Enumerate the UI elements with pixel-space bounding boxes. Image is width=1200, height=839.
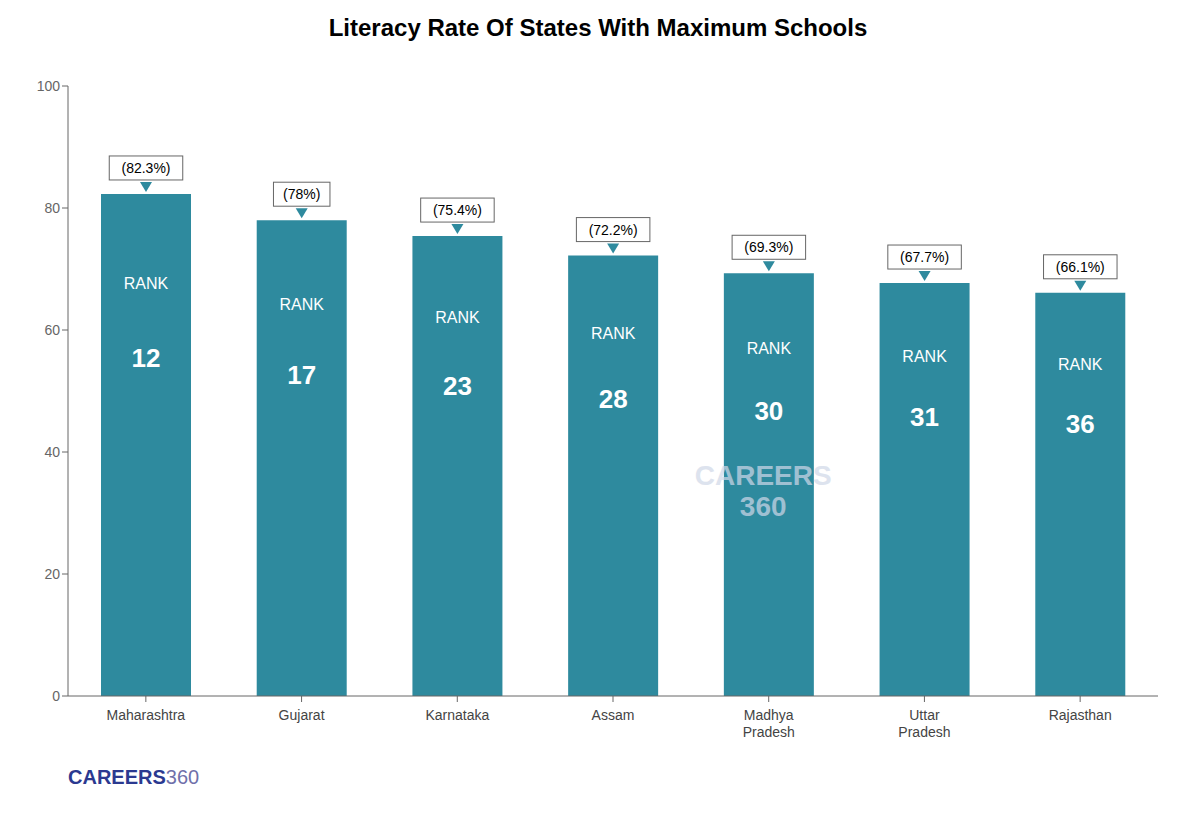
html-text:CAREERS 360: CAREERS 360	[68, 766, 200, 788]
svg-text:MadhyaPradesh: MadhyaPradesh	[743, 707, 795, 740]
svg-text:RANK: RANK	[435, 309, 480, 326]
svg-text:(72.2%): (72.2%)	[589, 222, 638, 238]
svg-text:RANK: RANK	[1058, 356, 1103, 373]
svg-text:(75.4%): (75.4%)	[433, 202, 482, 218]
svg-text:(66.1%): (66.1%)	[1056, 259, 1105, 275]
html-text:Literacy Rate Of States With M: Literacy Rate Of States With Maximum Sch…	[328, 14, 868, 41]
svg-text:(67.7%): (67.7%)	[900, 249, 949, 265]
svg-text:Karnataka: Karnataka	[425, 707, 489, 723]
svg-text:12: 12	[132, 343, 161, 373]
svg-text:60: 60	[44, 322, 60, 338]
svg-text:RANK: RANK	[591, 325, 636, 342]
svg-text:UttarPradesh: UttarPradesh	[898, 707, 950, 740]
html-text:CAREERS 360: CAREERS 360	[694, 460, 832, 523]
svg-text:RANK: RANK	[902, 348, 947, 365]
svg-text:RANK: RANK	[747, 340, 792, 357]
svg-text:(69.3%): (69.3%)	[744, 239, 793, 255]
svg-text:0: 0	[52, 688, 60, 704]
svg-text:Assam: Assam	[592, 707, 635, 723]
svg-text:30: 30	[754, 396, 783, 426]
svg-text:17: 17	[287, 360, 316, 390]
svg-text:28: 28	[599, 384, 628, 414]
svg-text:(78%): (78%)	[283, 186, 320, 202]
svg-text:31: 31	[910, 402, 939, 432]
svg-text:Maharashtra: Maharashtra	[107, 707, 186, 723]
svg-text:RANK: RANK	[279, 296, 324, 313]
svg-text:40: 40	[44, 444, 60, 460]
svg-text:(82.3%): (82.3%)	[121, 160, 170, 176]
svg-text:20: 20	[44, 566, 60, 582]
svg-text:100: 100	[37, 78, 61, 94]
svg-text:Rajasthan: Rajasthan	[1049, 707, 1112, 723]
svg-text:23: 23	[443, 371, 472, 401]
svg-text:80: 80	[44, 200, 60, 216]
svg-text:36: 36	[1066, 409, 1095, 439]
svg-text:RANK: RANK	[124, 275, 169, 292]
svg-text:Gujarat: Gujarat	[279, 707, 325, 723]
